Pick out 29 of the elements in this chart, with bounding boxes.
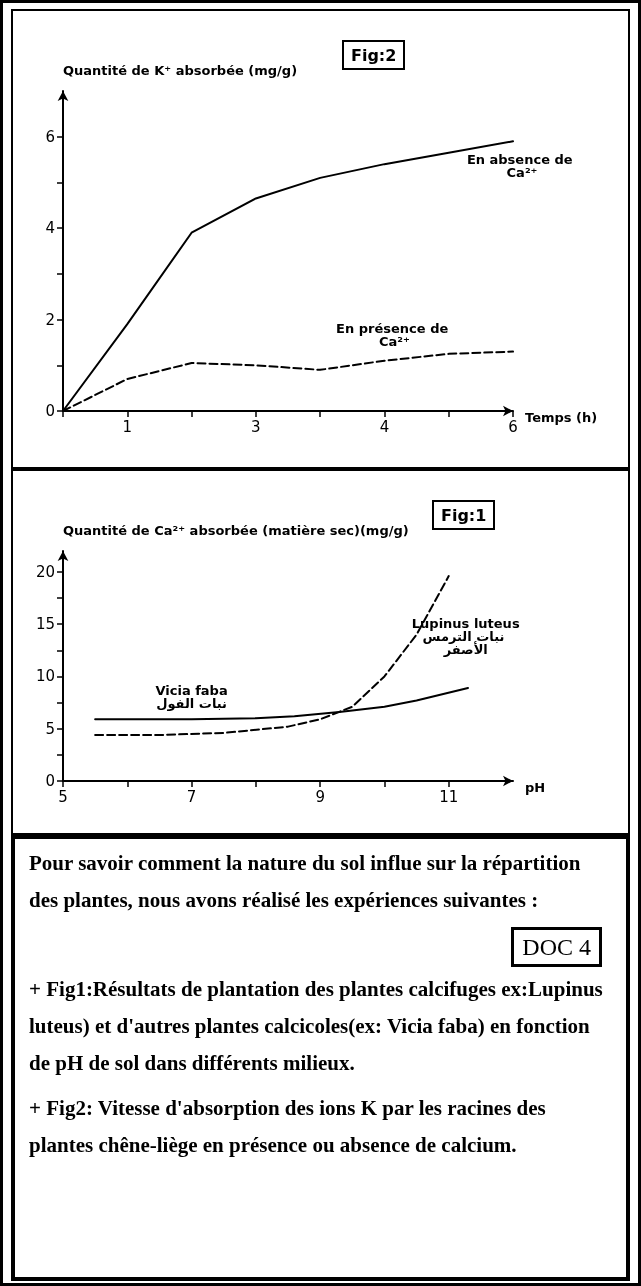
y-tick-label: 20 [35,562,55,581]
x-tick-label: 1 [122,417,133,436]
chart-title: Fig:2 [351,45,397,65]
y-tick-label: 0 [45,402,55,420]
x-tick-label: 4 [379,417,390,436]
x-tick-label: 9 [315,787,325,806]
y-tick-label: 4 [45,219,55,238]
text: Pour savoir comment la nature du sol influe sur la répartition des plantes, nous avons réalisé les expériences suivantes : [29,850,582,914]
y-tick-label: 5 [45,719,55,738]
x-tick-label: 6 [508,417,518,436]
text: DOC 4 [511,927,602,967]
series-label: En présence de Ca²⁺ [336,320,453,349]
y-tick-label: 15 [35,615,55,634]
x-tick-label: 7 [186,787,197,806]
y-tick-label: 2 [45,310,55,329]
chart-title: Fig:1 [441,505,487,525]
text: + Fig1:Résultats de plantation des plantes calcifuges ex:Lupinus luteus) et d'autres plantes calcicoles(ex: Vicia faba) en fonction de pH de sol dans différents milieux. [29,976,604,1077]
x-tick-label: 3 [251,417,261,436]
series-label: En absence de Ca²⁺ [466,152,578,181]
text: + Fig2: Vitesse d'absorption des ions K par les racines des plantes chêne-liège en présence ou absence de calcium. [29,1095,547,1159]
y-axis-title: Quantité de K⁺ absorbée (mg/g) [63,63,298,78]
y-tick-label: 6 [45,127,55,146]
x-axis-title: pH [525,780,546,795]
x-tick-label: 5 [58,787,68,806]
x-tick-label: 11 [439,787,459,806]
y-tick-label: 0 [45,772,55,790]
y-axis-title: Quantité de Ca²⁺ absorbée (matière sec)(mg/g) [63,523,409,538]
x-axis-title: Temps (h) [525,410,598,425]
y-tick-label: 10 [35,667,55,686]
